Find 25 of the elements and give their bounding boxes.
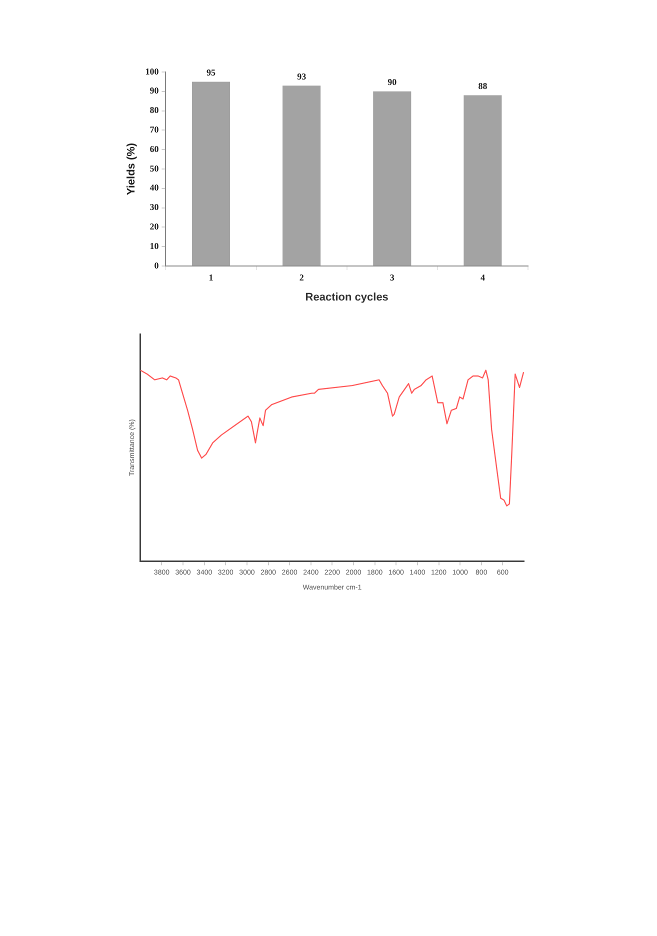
x-tick-label: 3 [390, 272, 395, 283]
x-tick-label: 1 [208, 272, 214, 283]
bar [464, 95, 502, 266]
y-tick-label: 10 [150, 240, 160, 251]
bar [282, 86, 321, 266]
y-tick-label: 90 [150, 86, 160, 96]
bar [192, 82, 230, 266]
y-tick-label: 60 [150, 144, 160, 154]
y-tick-label: 80 [150, 105, 160, 116]
y-tick-label: 30 [150, 202, 160, 212]
data-label: 90 [388, 77, 398, 88]
y-tick-label: 0 [154, 260, 160, 270]
x-tick-label: 2 [299, 272, 304, 283]
y-tick-label: 40 [150, 182, 160, 193]
y-tick-label: 20 [150, 222, 160, 232]
y-tick-label: 100 [145, 66, 160, 76]
y-tick-label: 50 [150, 163, 160, 174]
data-label: 93 [297, 71, 307, 82]
bar [373, 91, 412, 266]
y-tick-label: 70 [150, 124, 160, 135]
x-axis-title: Reaction cycles [305, 291, 388, 304]
data-label: 88 [478, 81, 488, 92]
x-tick-label: 4 [480, 272, 486, 283]
data-label: 95 [206, 68, 216, 78]
y-axis-title: Yields (%) [126, 142, 138, 196]
